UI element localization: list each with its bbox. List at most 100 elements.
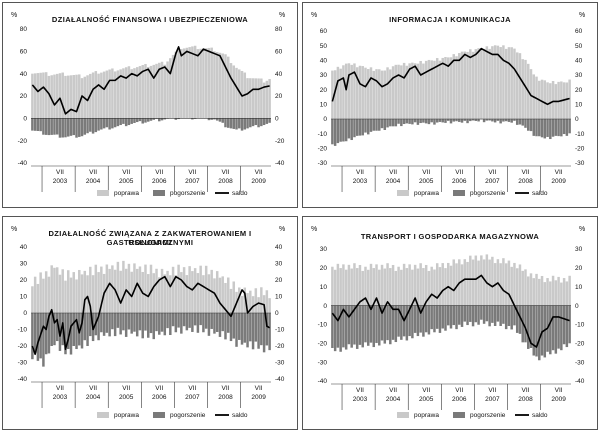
bar-poprawa [452,259,455,306]
bar-pogorszenie [69,313,73,355]
bar-poprawa [535,273,538,306]
bar-poprawa [39,272,42,313]
bar-poprawa [482,48,486,119]
bar-pogorszenie [207,313,211,336]
unit-label-left: % [311,226,317,233]
legend-swatch-pogorszenie [153,412,165,418]
bar-pogorszenie [524,305,527,343]
bar-pogorszenie [515,305,519,333]
saldo-line [331,47,570,106]
bar-pogorszenie [369,305,373,343]
bar-pogorszenie [557,305,560,349]
bar-poprawa [177,48,180,119]
bar-pogorszenie [333,305,337,352]
bar-poprawa [400,269,403,306]
bar-poprawa [185,275,189,313]
bar-pogorszenie [386,305,389,341]
bar-pogorszenie [447,305,450,326]
bar-poprawa [207,47,211,119]
bar-poprawa [33,73,37,119]
bar-poprawa [355,67,359,119]
bar-pogorszenie [133,313,136,332]
bar-poprawa [213,278,216,313]
bar-poprawa [397,266,400,306]
bar-poprawa [540,79,544,119]
bar-pogorszenie [350,119,353,141]
bar-pogorszenie [488,305,491,327]
bar-pogorszenie [67,313,70,350]
bar-pogorszenie [565,119,569,136]
bar-poprawa [133,68,136,119]
bar-poprawa [191,46,194,119]
chart-title: TRANSPORT I GOSPODARKA MAGAZYNOWA [360,232,540,241]
bar-pogorszenie [246,313,249,348]
bar-poprawa [402,62,406,119]
bar-poprawa [207,274,211,313]
bar-poprawa [378,69,381,119]
bar-pogorszenie [466,119,469,124]
bar-poprawa [122,68,125,119]
bar-pogorszenie [535,305,538,357]
bar-poprawa [47,75,51,119]
y-tick-label-right: -40 [275,160,285,167]
bar-pogorszenie [124,118,128,127]
bar-poprawa [218,52,222,119]
bar-pogorszenie [383,119,387,130]
legend-label-poprawa: poprawa [414,190,439,197]
bar-poprawa [149,264,153,313]
x-tick-year: 2005 [119,394,134,401]
bar-pogorszenie [413,119,417,123]
bar-poprawa [383,268,387,306]
bar-poprawa [113,71,117,119]
bar-poprawa [391,66,395,119]
bar-poprawa [364,266,367,306]
bar-poprawa [260,78,263,119]
bar-poprawa [116,70,120,119]
bar-poprawa [568,275,571,306]
bar-pogorszenie [113,118,117,128]
y-tick-label-right: 0 [575,116,579,123]
bar-pogorszenie [152,118,155,120]
bar-poprawa [493,45,497,119]
legend-label-saldo: saldo [232,190,248,197]
bar-pogorszenie [485,119,489,121]
unit-label-right: % [279,226,285,233]
bar-pogorszenie [427,119,431,125]
bar-poprawa [408,264,411,306]
bar-pogorszenie [257,313,260,349]
x-tick-month: VII [422,387,430,394]
x-tick-month: VII [155,385,163,392]
bar-pogorszenie [438,305,442,333]
y-tick-label-right: -10 [575,322,585,329]
bar-poprawa [540,275,544,306]
bar-poprawa [105,70,109,119]
bar-poprawa [215,52,219,119]
saldo-line [31,275,271,356]
bar-poprawa [89,266,92,313]
bar-poprawa [229,288,233,313]
unit-label-right: % [579,226,585,233]
bar-poprawa [480,48,483,119]
bar-pogorszenie [191,118,194,120]
bar-poprawa [562,278,566,306]
bar-pogorszenie [391,119,395,127]
bar-poprawa [229,63,233,119]
bar-pogorszenie [227,313,230,333]
bar-pogorszenie [400,119,403,127]
x-tick-month: VII [522,387,530,394]
bar-pogorszenie [455,305,458,330]
bar-poprawa [554,280,558,306]
bar-pogorszenie [166,313,169,329]
bar-pogorszenie [529,305,533,348]
bar-pogorszenie [515,119,519,125]
bar-poprawa [449,57,453,119]
bar-poprawa [560,282,563,306]
bar-pogorszenie [493,119,497,123]
bar-pogorszenie [268,313,271,351]
bar-pogorszenie [111,118,114,129]
bar-pogorszenie [518,119,522,125]
bar-poprawa [31,286,34,313]
x-tick-month: VII [122,385,130,392]
bar-pogorszenie [336,119,340,144]
bar-pogorszenie [177,313,180,328]
